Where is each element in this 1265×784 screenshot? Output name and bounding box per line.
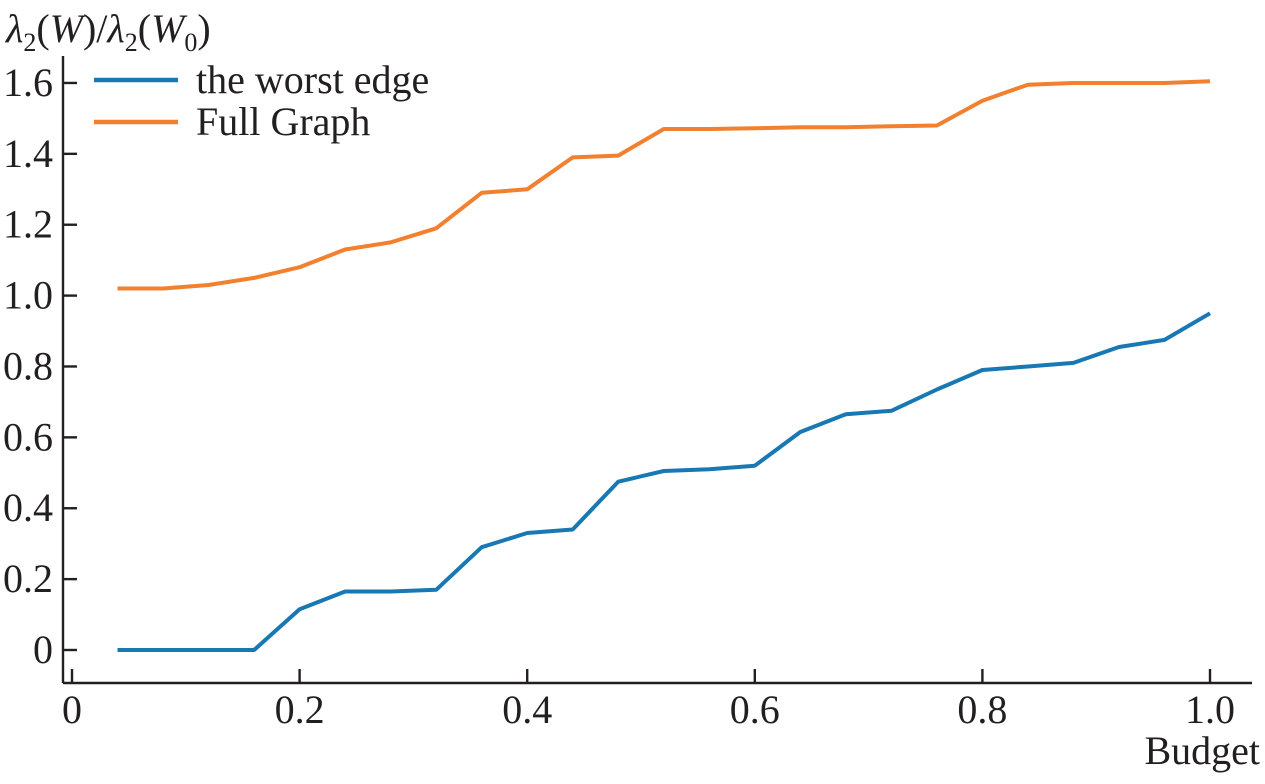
x-axis-label: Budget [1144,728,1260,773]
series-line-1 [117,79,1211,291]
y-tick-label: 0.8 [3,343,53,388]
y-tick-label: 0.6 [3,414,53,459]
x-tick-label: 0 [62,687,82,732]
x-tick-label: 0.6 [730,687,780,732]
y-tick-label: 1.0 [3,273,53,318]
x-tick-label: 0.2 [275,687,325,732]
y-axis-title: λ2(W)/λ2(W0) [6,6,211,57]
legend-label-full-graph: Full Graph [196,99,371,144]
y-tick-label: 0.4 [3,485,53,530]
x-tick-label: 0.4 [502,687,552,732]
y-tick-label: 0.2 [3,556,53,601]
series-line-0 [117,311,1212,652]
x-tick-label: 0.8 [957,687,1007,732]
y-tick-label: 1.2 [3,202,53,247]
y-tick-label: 1.6 [3,60,53,105]
y-tick-label: 1.4 [3,131,53,176]
legend-label-worst-edge: the worst edge [196,57,430,102]
y-tick-label: 0 [33,627,53,672]
x-tick-label: 1.0 [1185,687,1235,732]
